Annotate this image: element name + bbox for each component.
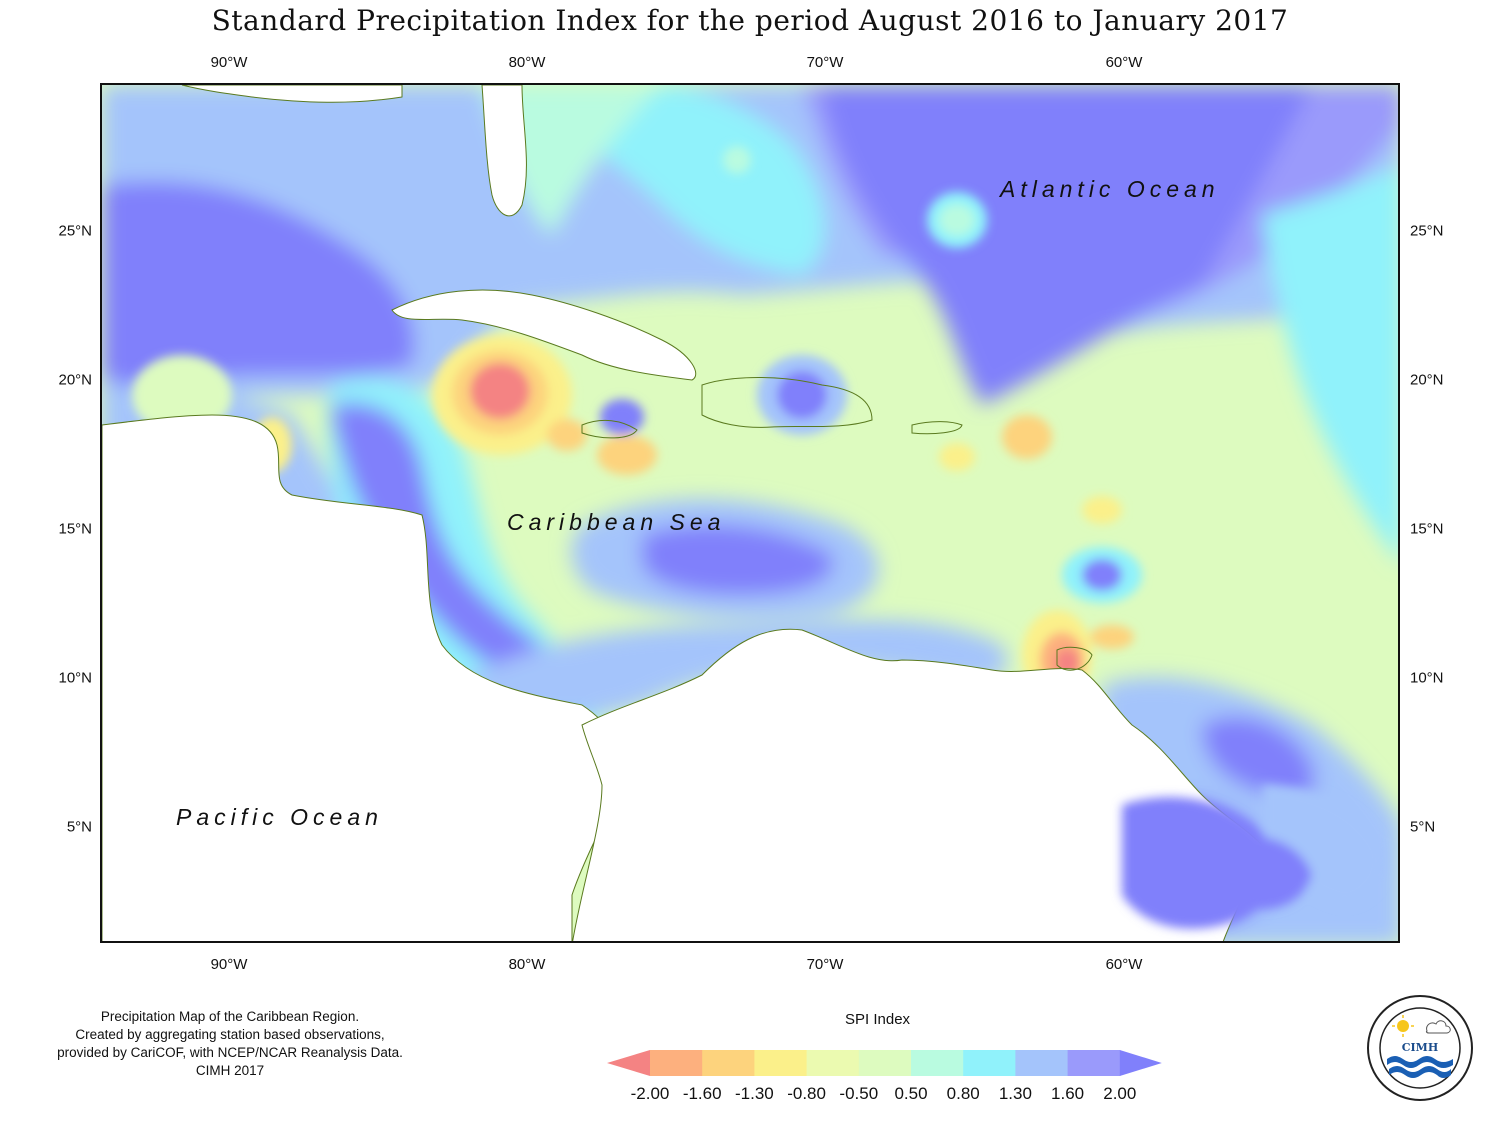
spi-suriname-core [1220, 836, 1312, 909]
lat-label-20n-right: 20°N [1410, 371, 1444, 389]
atlantic-ocean-label: Atlantic Ocean [1000, 176, 1220, 202]
caption-line-1: Precipitation Map of the Caribbean Regio… [100, 1009, 360, 1024]
spi-contour-layer [102, 85, 1398, 941]
lat-label-15n-left: 15°N [58, 520, 92, 538]
legend-arrow-low [607, 1050, 650, 1076]
legend-swatch [754, 1050, 808, 1076]
legend-swatch [806, 1050, 860, 1076]
legend-tick-label: 0.50 [894, 1084, 928, 1103]
spi-dry-jamaica-west [547, 419, 587, 451]
land-puerto-rico [911, 421, 963, 435]
lon-label-60w-top: 60°W [1105, 54, 1143, 71]
spi-band-south-core [642, 524, 834, 595]
land-gulf-coast [181, 85, 403, 103]
sun-icon [1397, 1020, 1409, 1032]
spi-dry-puerto-rico-east [939, 443, 975, 471]
lat-label-25n-left: 25°N [58, 222, 92, 240]
legend-swatch [702, 1050, 755, 1076]
legend-color-bar [607, 1050, 1162, 1076]
spi-dry-cayman-inner [470, 363, 530, 419]
spi-dry-leeward [1082, 496, 1122, 524]
cloud-icon [1425, 1020, 1451, 1034]
spi-band-atlantic-core [822, 85, 1312, 405]
lon-label-80w-top: 80°W [508, 54, 546, 71]
spi-band-florida [482, 85, 662, 235]
cimh-logo: CIMH [1367, 995, 1473, 1101]
land-trinidad [1056, 646, 1093, 671]
land-south-america [572, 628, 1263, 941]
map-title: Standard Precipitation Index for the per… [211, 4, 1289, 37]
land-cuba [391, 289, 697, 381]
lon-label-60w-bottom: 60°W [1105, 956, 1143, 973]
lat-label-10n-right: 10°N [1410, 669, 1444, 687]
waves-icon [1387, 1056, 1453, 1078]
spi-map [100, 83, 1400, 943]
legend-swatch [963, 1050, 1016, 1076]
spi-band-right-edge [1262, 166, 1398, 560]
legend-tick-label: -0.80 [787, 1084, 826, 1103]
lon-label-70w-bottom: 70°W [806, 956, 844, 973]
legend-swatch [1015, 1050, 1069, 1076]
spi-band-guiana-east [1202, 717, 1315, 799]
lat-label-5n-left: 5°N [66, 818, 92, 836]
caribbean-sea-label: Caribbean Sea [507, 509, 726, 535]
lon-label-80w-bottom: 80°W [508, 956, 546, 973]
legend-tick-label: -1.30 [735, 1084, 774, 1103]
map-caption: Precipitation Map of the Caribbean Regio… [20, 1008, 440, 1080]
spi-dry-virgin-islands [1002, 415, 1052, 459]
lon-label-90w-top: 90°W [210, 54, 248, 71]
spi-wet-atlantic-isle-core [939, 204, 975, 236]
legend-tick-label: -0.50 [839, 1084, 879, 1103]
lat-label-25n-right: 25°N [1410, 222, 1444, 240]
spi-dry-jamaica [597, 435, 657, 475]
legend-swatch [650, 1050, 703, 1076]
legend-tick-label: 2.00 [1103, 1084, 1137, 1103]
legend-swatch [911, 1050, 964, 1076]
legend-tick-label: 0.80 [946, 1084, 980, 1103]
pacific-ocean-label: Pacific Ocean [176, 804, 383, 830]
lon-label-70w-top: 70°W [806, 54, 844, 71]
lat-label-5n-right: 5°N [1410, 818, 1436, 836]
lat-label-15n-right: 15°N [1410, 520, 1444, 538]
lat-label-20n-left: 20°N [58, 371, 92, 389]
legend-tick-label: -1.60 [682, 1084, 722, 1103]
spi-wet-bahamas-isle [723, 146, 751, 174]
spi-wet-windward-core [1082, 559, 1122, 591]
caption-line-3: provided by CariCOF, with NCEP/NCAR Rean… [57, 1045, 403, 1060]
legend-swatch [858, 1050, 912, 1076]
legend-tick-label: 1.60 [1051, 1084, 1085, 1103]
land-florida [481, 85, 527, 217]
legend-tick-label: 1.30 [998, 1084, 1032, 1103]
legend-tick-label: -2.00 [630, 1084, 670, 1103]
legend-arrow-high [1119, 1050, 1162, 1076]
caption-line-4: CIMH 2017 [195, 1063, 265, 1078]
legend-swatch [1067, 1050, 1121, 1076]
logo-name: CIMH [1402, 1041, 1438, 1054]
caption-line-2: Created by aggregating station based obs… [75, 1027, 385, 1042]
land-layer [102, 85, 1263, 941]
spi-band-honduras-core [332, 403, 582, 688]
spi-band-gulf-core [102, 181, 415, 385]
legend-title: SPI Index [845, 1011, 911, 1028]
lon-label-90w-bottom: 90°W [210, 956, 248, 973]
spi-wet-jamaica-north [600, 399, 644, 435]
lat-label-10n-left: 10°N [58, 669, 92, 687]
land-jamaica [581, 419, 638, 439]
land-hispaniola [701, 377, 873, 428]
spi-dry-grenada [1090, 625, 1134, 649]
